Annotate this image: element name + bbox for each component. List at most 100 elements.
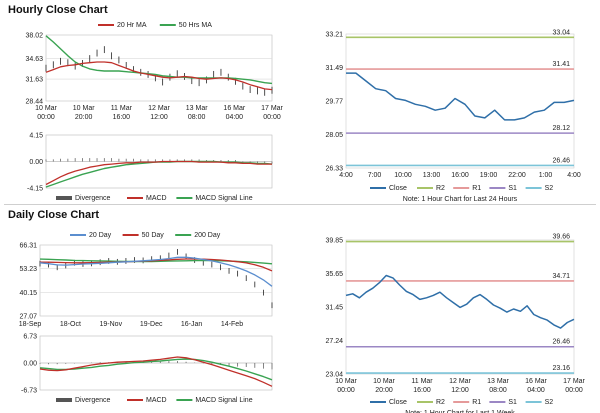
daily-macd-chart: 6.73 0.00 -6.73 Divergence MACD MACD Signal L… — [21, 334, 273, 404]
daily-pivot-legend-label: S2 — [545, 399, 554, 406]
level-r2-label: 33.04 — [552, 29, 570, 36]
hourly-macd-legend-label: MACD — [146, 195, 167, 202]
y-tick-label: 33.21 — [325, 32, 343, 39]
daily-pivot-chart: 39.85 35.65 31.45 27.24 23.04 39.66 34.71 26.46… — [325, 234, 585, 413]
ma-50-line — [45, 35, 273, 85]
hourly-pivot-x-tick-label: 13:00 — [423, 172, 441, 179]
daily-section-title: Daily Close Chart — [8, 209, 100, 221]
hourly-price-x-tick-label: 17 Mar — [261, 105, 283, 112]
hourly-pivot-chart: 33.21 31.49 29.77 28.05 26.33 33.04 31.41 28.12… — [325, 29, 580, 203]
y-tick-label: 39.85 — [325, 238, 343, 245]
y-tick-label: 40.15 — [19, 290, 37, 297]
daily-pivot-x-tick-label: 00:00 — [337, 387, 355, 394]
macd-line — [45, 160, 272, 186]
hourly-pivot-legend-label: S1 — [508, 185, 517, 192]
daily-pivot-x-tick-label: 12 Mar — [449, 378, 471, 385]
daily-macd-legend-swatch — [56, 398, 72, 402]
hourly-pivot-legend-label: S2 — [545, 185, 554, 192]
daily-price-x-tick-label: 18-Sep — [19, 321, 42, 328]
hourly-price-x-tick-label: 00:00 — [263, 114, 281, 121]
y-tick-label: -6.73 — [21, 388, 37, 395]
ma-20-line — [39, 256, 273, 287]
y-tick-label: 31.49 — [325, 65, 343, 72]
daily-price-x-tick-label: 16-Jan — [181, 321, 203, 328]
hourly-section-title: Hourly Close Chart — [8, 4, 108, 16]
close-line — [346, 72, 575, 121]
chart-note: Note: 1 Hour Chart for Last 1 Week — [405, 410, 515, 413]
hourly-price-legend-label: 50 Hrs MA — [179, 22, 212, 29]
daily-pivot-legend-label: R1 — [472, 399, 481, 406]
hourly-price-x-tick-label: 13 Mar — [186, 105, 208, 112]
y-tick-label: 29.77 — [325, 99, 343, 106]
hourly-pivot-x-tick-label: 16:00 — [451, 172, 469, 179]
hourly-price-x-tick-label: 20:00 — [75, 114, 93, 121]
y-tick-label: 27.07 — [19, 314, 37, 321]
hourly-pivot-x-tick-label: 19:00 — [480, 172, 498, 179]
daily-pivot-x-tick-label: 00:00 — [565, 387, 583, 394]
daily-pivot-x-tick-label: 16:00 — [413, 387, 431, 394]
daily-macd-legend-label: MACD Signal Line — [195, 397, 252, 404]
y-tick-label: 31.45 — [325, 304, 343, 311]
daily-pivot-x-tick-label: 10 Mar — [373, 378, 395, 385]
hourly-price-x-tick-label: 04:00 — [226, 114, 244, 121]
hourly-macd-chart: 4.15 0.00 -4.15 Divergence MACD MACD Signal L… — [27, 133, 273, 202]
hourly-pivot-x-tick-label: 1:00 — [539, 172, 553, 179]
hourly-price-x-tick-label: 10 Mar — [73, 105, 95, 112]
daily-pivot-x-tick-label: 16 Mar — [525, 378, 547, 385]
y-tick-label: 38.02 — [25, 33, 43, 40]
daily-pivot-x-tick-label: 12:00 — [451, 387, 469, 394]
hourly-price-x-tick-label: 00:00 — [37, 114, 55, 121]
y-tick-label: 53.23 — [19, 266, 37, 273]
y-tick-label: 28.05 — [325, 132, 343, 139]
daily-pivot-x-tick-label: 10 Mar — [335, 378, 357, 385]
hourly-price-chart: 38.02 34.63 31.63 28.44 20 Hr MA 50 Hrs MA 10 … — [25, 22, 283, 121]
y-tick-label: 35.65 — [325, 271, 343, 278]
level-s2-label: 26.46 — [552, 157, 570, 164]
level-r2-label: 39.66 — [552, 234, 570, 241]
daily-macd-legend-label: MACD — [146, 397, 167, 404]
daily-price-x-tick-label: 18-Oct — [60, 321, 81, 328]
hourly-price-x-tick-label: 11 Mar — [111, 105, 133, 112]
hourly-price-x-tick-label: 12:00 — [150, 114, 168, 121]
daily-pivot-legend-label: R2 — [436, 399, 445, 406]
hourly-price-x-tick-label: 12 Mar — [148, 105, 170, 112]
level-s1-label: 26.46 — [552, 339, 570, 346]
y-tick-label: 0.00 — [23, 361, 37, 368]
chart-note: Note: 1 Hour Chart for Last 24 Hours — [403, 196, 518, 203]
daily-pivot-x-tick-label: 11 Mar — [411, 378, 433, 385]
macd-line — [39, 356, 273, 387]
y-tick-label: 23.04 — [325, 372, 343, 379]
daily-macd-legend-label: Divergence — [75, 397, 111, 404]
daily-pivot-x-tick-label: 13 Mar — [487, 378, 509, 385]
y-tick-label: -4.15 — [27, 186, 43, 193]
daily-price-x-tick-label: 19-Nov — [100, 321, 123, 328]
daily-price-legend-label: 20 Day — [89, 232, 112, 239]
daily-price-x-tick-label: 19-Dec — [140, 321, 163, 328]
hourly-price-x-tick-label: 16 Mar — [223, 105, 245, 112]
y-tick-label: 31.63 — [25, 77, 43, 84]
hourly-pivot-legend-label: R1 — [472, 185, 481, 192]
close-line — [345, 274, 575, 329]
plot-area — [39, 244, 273, 317]
hourly-macd-legend-label: MACD Signal Line — [195, 195, 252, 202]
ma-50-line — [40, 258, 273, 272]
daily-pivot-x-tick-label: 04:00 — [527, 387, 545, 394]
level-r1-label: 31.41 — [552, 61, 570, 68]
hourly-price-x-tick-label: 08:00 — [188, 114, 206, 121]
hourly-macd-legend-swatch — [56, 196, 72, 200]
y-tick-label: 66.31 — [19, 243, 37, 250]
daily-price-legend-label: 50 Day — [142, 232, 165, 239]
hourly-pivot-x-tick-label: 4:00 — [339, 172, 353, 179]
daily-price-chart: 66.31 53.23 40.15 27.07 20 Day 50 Day 200 Day 1… — [19, 232, 273, 328]
plot-area — [45, 34, 273, 102]
level-s1-label: 28.12 — [552, 125, 570, 132]
hourly-price-x-tick-label: 16:00 — [113, 114, 131, 121]
daily-pivot-x-tick-label: 20:00 — [375, 387, 393, 394]
level-r1-label: 34.71 — [552, 273, 570, 280]
y-tick-label: 4.15 — [29, 133, 43, 140]
hourly-pivot-x-tick-label: 10:00 — [394, 172, 412, 179]
daily-price-legend-label: 200 Day — [194, 232, 221, 239]
ma-20-line — [45, 61, 273, 91]
y-tick-label: 28.44 — [25, 99, 43, 106]
y-tick-label: 6.73 — [23, 334, 37, 341]
